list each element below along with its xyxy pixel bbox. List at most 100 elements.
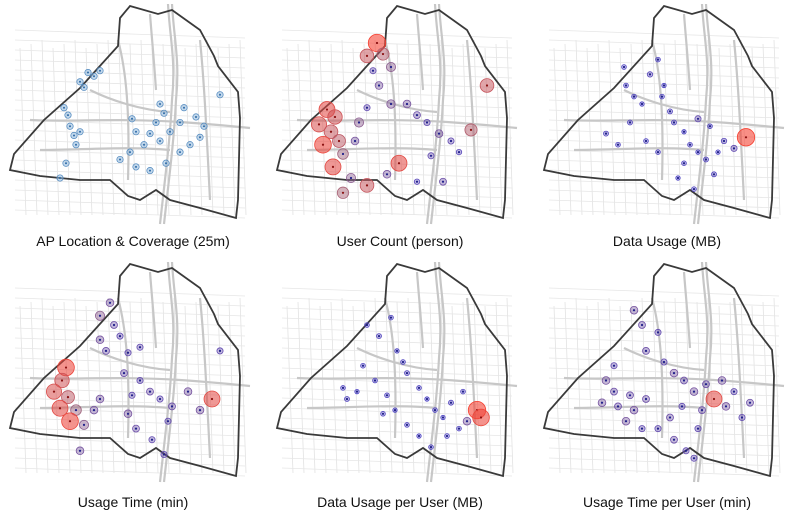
marker-center bbox=[122, 372, 126, 375]
marker-center bbox=[640, 102, 644, 106]
ap-center bbox=[189, 143, 191, 146]
marker-center bbox=[357, 121, 361, 124]
marker-center bbox=[377, 84, 381, 87]
marker-center bbox=[656, 427, 660, 430]
ap-center bbox=[195, 115, 197, 118]
marker-center bbox=[353, 139, 357, 143]
panel-caption: User Count (person) bbox=[336, 233, 464, 249]
marker-center bbox=[385, 394, 389, 397]
marker-center bbox=[622, 65, 626, 69]
marker-center bbox=[425, 121, 429, 124]
panel-caption: Usage Time per User (min) bbox=[582, 494, 752, 510]
marker-center bbox=[632, 309, 636, 312]
marker-center bbox=[134, 427, 138, 430]
marker-center bbox=[401, 360, 405, 364]
marker-center bbox=[68, 420, 72, 423]
marker-center bbox=[331, 165, 335, 168]
marker-center bbox=[329, 130, 333, 133]
marker-center bbox=[732, 390, 736, 393]
marker-center bbox=[668, 416, 672, 419]
marker-center bbox=[644, 397, 648, 401]
marker-center bbox=[676, 176, 680, 180]
marker-center bbox=[321, 143, 325, 146]
marker-center bbox=[373, 379, 377, 382]
marker-center bbox=[365, 323, 369, 327]
panel-usage-time-per-user: Usage Time per User (min) bbox=[534, 258, 800, 515]
marker-center bbox=[210, 397, 214, 401]
marker-center bbox=[417, 434, 421, 438]
marker-center bbox=[405, 102, 409, 106]
marker-center bbox=[632, 95, 636, 98]
marker-center bbox=[365, 54, 369, 58]
marker-center bbox=[341, 152, 345, 156]
marker-center bbox=[632, 409, 636, 412]
ap-center bbox=[75, 143, 77, 146]
marker-center bbox=[688, 143, 692, 146]
marker-center bbox=[98, 338, 102, 341]
marker-center bbox=[616, 405, 620, 408]
ap-center bbox=[67, 114, 69, 117]
district-map bbox=[542, 261, 785, 483]
marker-center bbox=[720, 379, 724, 382]
panel-data-usage: Data Usage (MB) bbox=[534, 0, 800, 257]
marker-center bbox=[130, 394, 134, 397]
marker-center bbox=[405, 372, 409, 375]
marker-center bbox=[656, 331, 660, 334]
marker-center bbox=[604, 132, 608, 135]
marker-center bbox=[186, 390, 190, 393]
marker-center bbox=[395, 349, 399, 352]
district-map bbox=[275, 261, 518, 483]
marker-center bbox=[82, 423, 86, 426]
marker-center bbox=[441, 416, 445, 419]
marker-center bbox=[628, 121, 632, 124]
district-boundary bbox=[275, 4, 508, 220]
street-network bbox=[14, 261, 251, 483]
marker-center bbox=[704, 158, 708, 161]
street-network bbox=[14, 3, 251, 225]
marker-center bbox=[696, 427, 700, 430]
marker-center bbox=[415, 114, 419, 117]
marker-center bbox=[385, 173, 389, 176]
ap-center bbox=[149, 132, 151, 135]
marker-center bbox=[429, 446, 433, 449]
marker-center bbox=[162, 453, 166, 456]
marker-center bbox=[112, 323, 116, 327]
marker-center bbox=[415, 180, 419, 183]
marker-center bbox=[371, 69, 375, 72]
marker-center bbox=[612, 364, 616, 367]
marker-center bbox=[744, 136, 748, 139]
marker-center bbox=[389, 316, 393, 319]
ap-center bbox=[155, 121, 157, 124]
markers bbox=[603, 56, 756, 192]
marker-center bbox=[425, 397, 429, 401]
marker-center bbox=[716, 151, 720, 154]
marker-center bbox=[672, 372, 676, 375]
marker-center bbox=[644, 349, 648, 352]
ap-center bbox=[79, 130, 81, 133]
street-network bbox=[281, 261, 518, 483]
marker-center bbox=[672, 438, 676, 441]
marker-center bbox=[381, 412, 385, 415]
marker-center bbox=[341, 386, 345, 389]
ap-center bbox=[159, 103, 161, 105]
marker-center bbox=[600, 401, 604, 404]
ap-center bbox=[59, 177, 61, 179]
ap-center bbox=[129, 151, 131, 154]
ap-center bbox=[203, 125, 205, 128]
ap-center bbox=[87, 71, 89, 74]
marker-center bbox=[138, 379, 142, 382]
marker-center bbox=[748, 401, 752, 404]
marker-center bbox=[126, 351, 130, 354]
ap-center bbox=[99, 69, 101, 72]
ap-center bbox=[199, 136, 201, 139]
marker-center bbox=[662, 360, 666, 364]
marker-center bbox=[148, 390, 152, 393]
district-boundary bbox=[8, 4, 241, 220]
district-boundary bbox=[275, 262, 508, 478]
marker-center bbox=[668, 110, 672, 113]
marker-center bbox=[692, 188, 696, 191]
marker-center bbox=[375, 41, 379, 45]
district-boundary bbox=[542, 262, 775, 478]
panel-caption: AP Location & Coverage (25m) bbox=[36, 233, 230, 249]
panel-usage-time: Usage Time (min) bbox=[0, 258, 266, 515]
